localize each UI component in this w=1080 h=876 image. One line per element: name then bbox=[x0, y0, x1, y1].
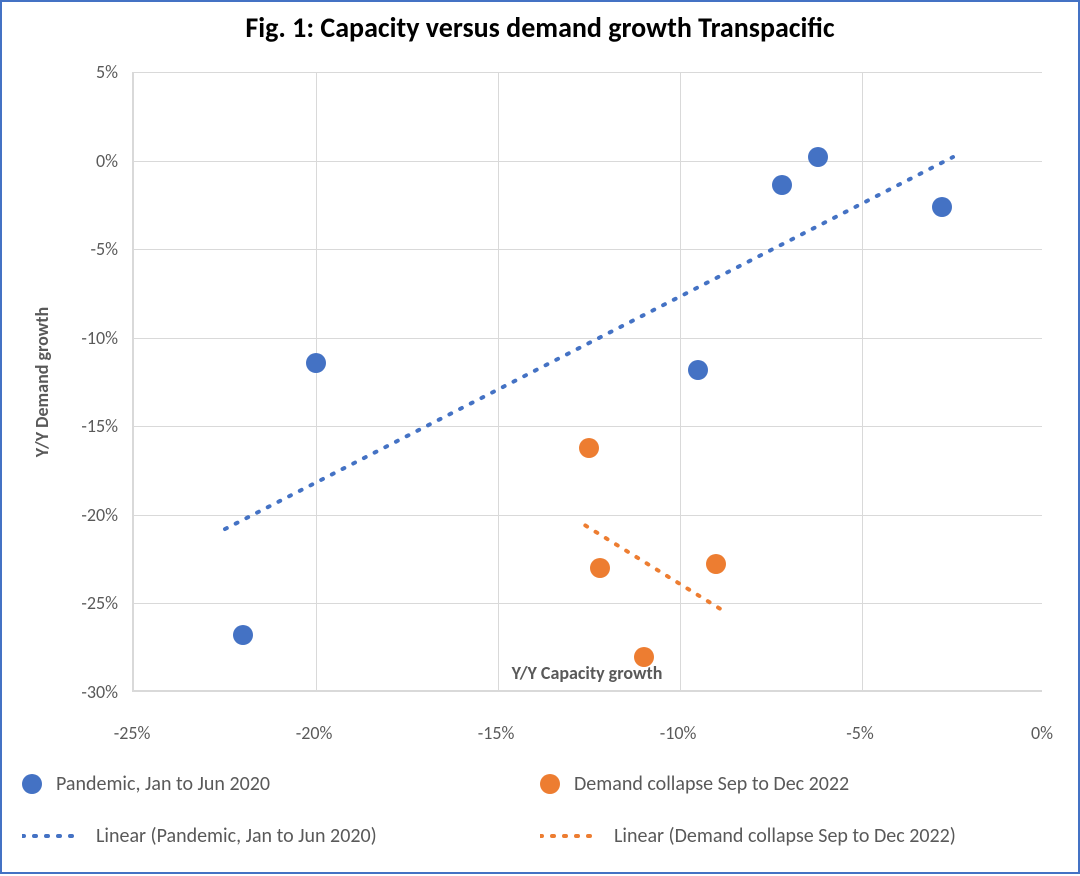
trendline bbox=[134, 72, 1044, 692]
legend-item: Pandemic, Jan to Jun 2020 bbox=[22, 772, 540, 796]
chart-container: Fig. 1: Capacity versus demand growth Tr… bbox=[0, 0, 1080, 874]
legend-item: Linear (Demand collapse Sep to Dec 2022) bbox=[540, 824, 1058, 848]
gridline-horizontal bbox=[134, 249, 1042, 250]
legend-marker-icon bbox=[540, 774, 560, 794]
x-tick-label: -20% bbox=[296, 722, 333, 744]
data-point bbox=[772, 175, 792, 195]
gridline-vertical bbox=[316, 72, 317, 690]
gridline-vertical bbox=[862, 72, 863, 690]
gridline-horizontal bbox=[134, 426, 1042, 427]
data-point bbox=[706, 554, 726, 574]
data-point bbox=[233, 625, 253, 645]
legend-item: Demand collapse Sep to Dec 2022 bbox=[540, 772, 1058, 796]
plot-wrap: Y/Y Capacity growth Y/Y Demand growth -2… bbox=[2, 2, 1080, 876]
x-tick-label: -5% bbox=[846, 722, 874, 744]
y-tick-label: -10% bbox=[48, 327, 118, 349]
data-point bbox=[579, 438, 599, 458]
legend-trendline-icon bbox=[540, 826, 600, 846]
y-tick-label: -20% bbox=[48, 504, 118, 526]
data-point bbox=[808, 147, 828, 167]
x-axis-title: Y/Y Capacity growth bbox=[512, 662, 663, 684]
data-point bbox=[932, 197, 952, 217]
data-point bbox=[590, 558, 610, 578]
legend-trendline-icon bbox=[22, 826, 82, 846]
legend-label: Demand collapse Sep to Dec 2022 bbox=[574, 772, 849, 796]
legend-label: Linear (Pandemic, Jan to Jun 2020) bbox=[96, 824, 377, 848]
gridline-horizontal bbox=[134, 161, 1042, 162]
gridline-horizontal bbox=[134, 338, 1042, 339]
x-tick-label: -10% bbox=[660, 722, 697, 744]
y-tick-label: 5% bbox=[48, 61, 118, 83]
gridline-horizontal bbox=[134, 515, 1042, 516]
legend-row: Linear (Pandemic, Jan to Jun 2020) Linear… bbox=[2, 824, 1078, 848]
x-tick-label: -25% bbox=[114, 722, 151, 744]
y-tick-label: -30% bbox=[48, 681, 118, 703]
legend: Pandemic, Jan to Jun 2020 Demand collapse… bbox=[2, 772, 1078, 848]
legend-label: Linear (Demand collapse Sep to Dec 2022) bbox=[614, 824, 956, 848]
y-tick-label: -25% bbox=[48, 592, 118, 614]
x-tick-label: 0% bbox=[1031, 722, 1053, 744]
gridline-vertical bbox=[680, 72, 681, 690]
plot-area bbox=[132, 72, 1042, 692]
y-tick-label: 0% bbox=[48, 150, 118, 172]
data-point bbox=[688, 360, 708, 380]
y-tick-label: -15% bbox=[48, 415, 118, 437]
y-tick-label: -5% bbox=[48, 238, 118, 260]
legend-item: Linear (Pandemic, Jan to Jun 2020) bbox=[22, 824, 540, 848]
legend-label: Pandemic, Jan to Jun 2020 bbox=[56, 772, 270, 796]
data-point bbox=[306, 353, 326, 373]
legend-row: Pandemic, Jan to Jun 2020 Demand collapse… bbox=[2, 772, 1078, 796]
x-tick-label: -15% bbox=[478, 722, 515, 744]
gridline-horizontal bbox=[134, 603, 1042, 604]
gridline-horizontal bbox=[134, 72, 1042, 73]
gridline-vertical bbox=[498, 72, 499, 690]
trendline bbox=[134, 72, 1044, 692]
legend-marker-icon bbox=[22, 774, 42, 794]
